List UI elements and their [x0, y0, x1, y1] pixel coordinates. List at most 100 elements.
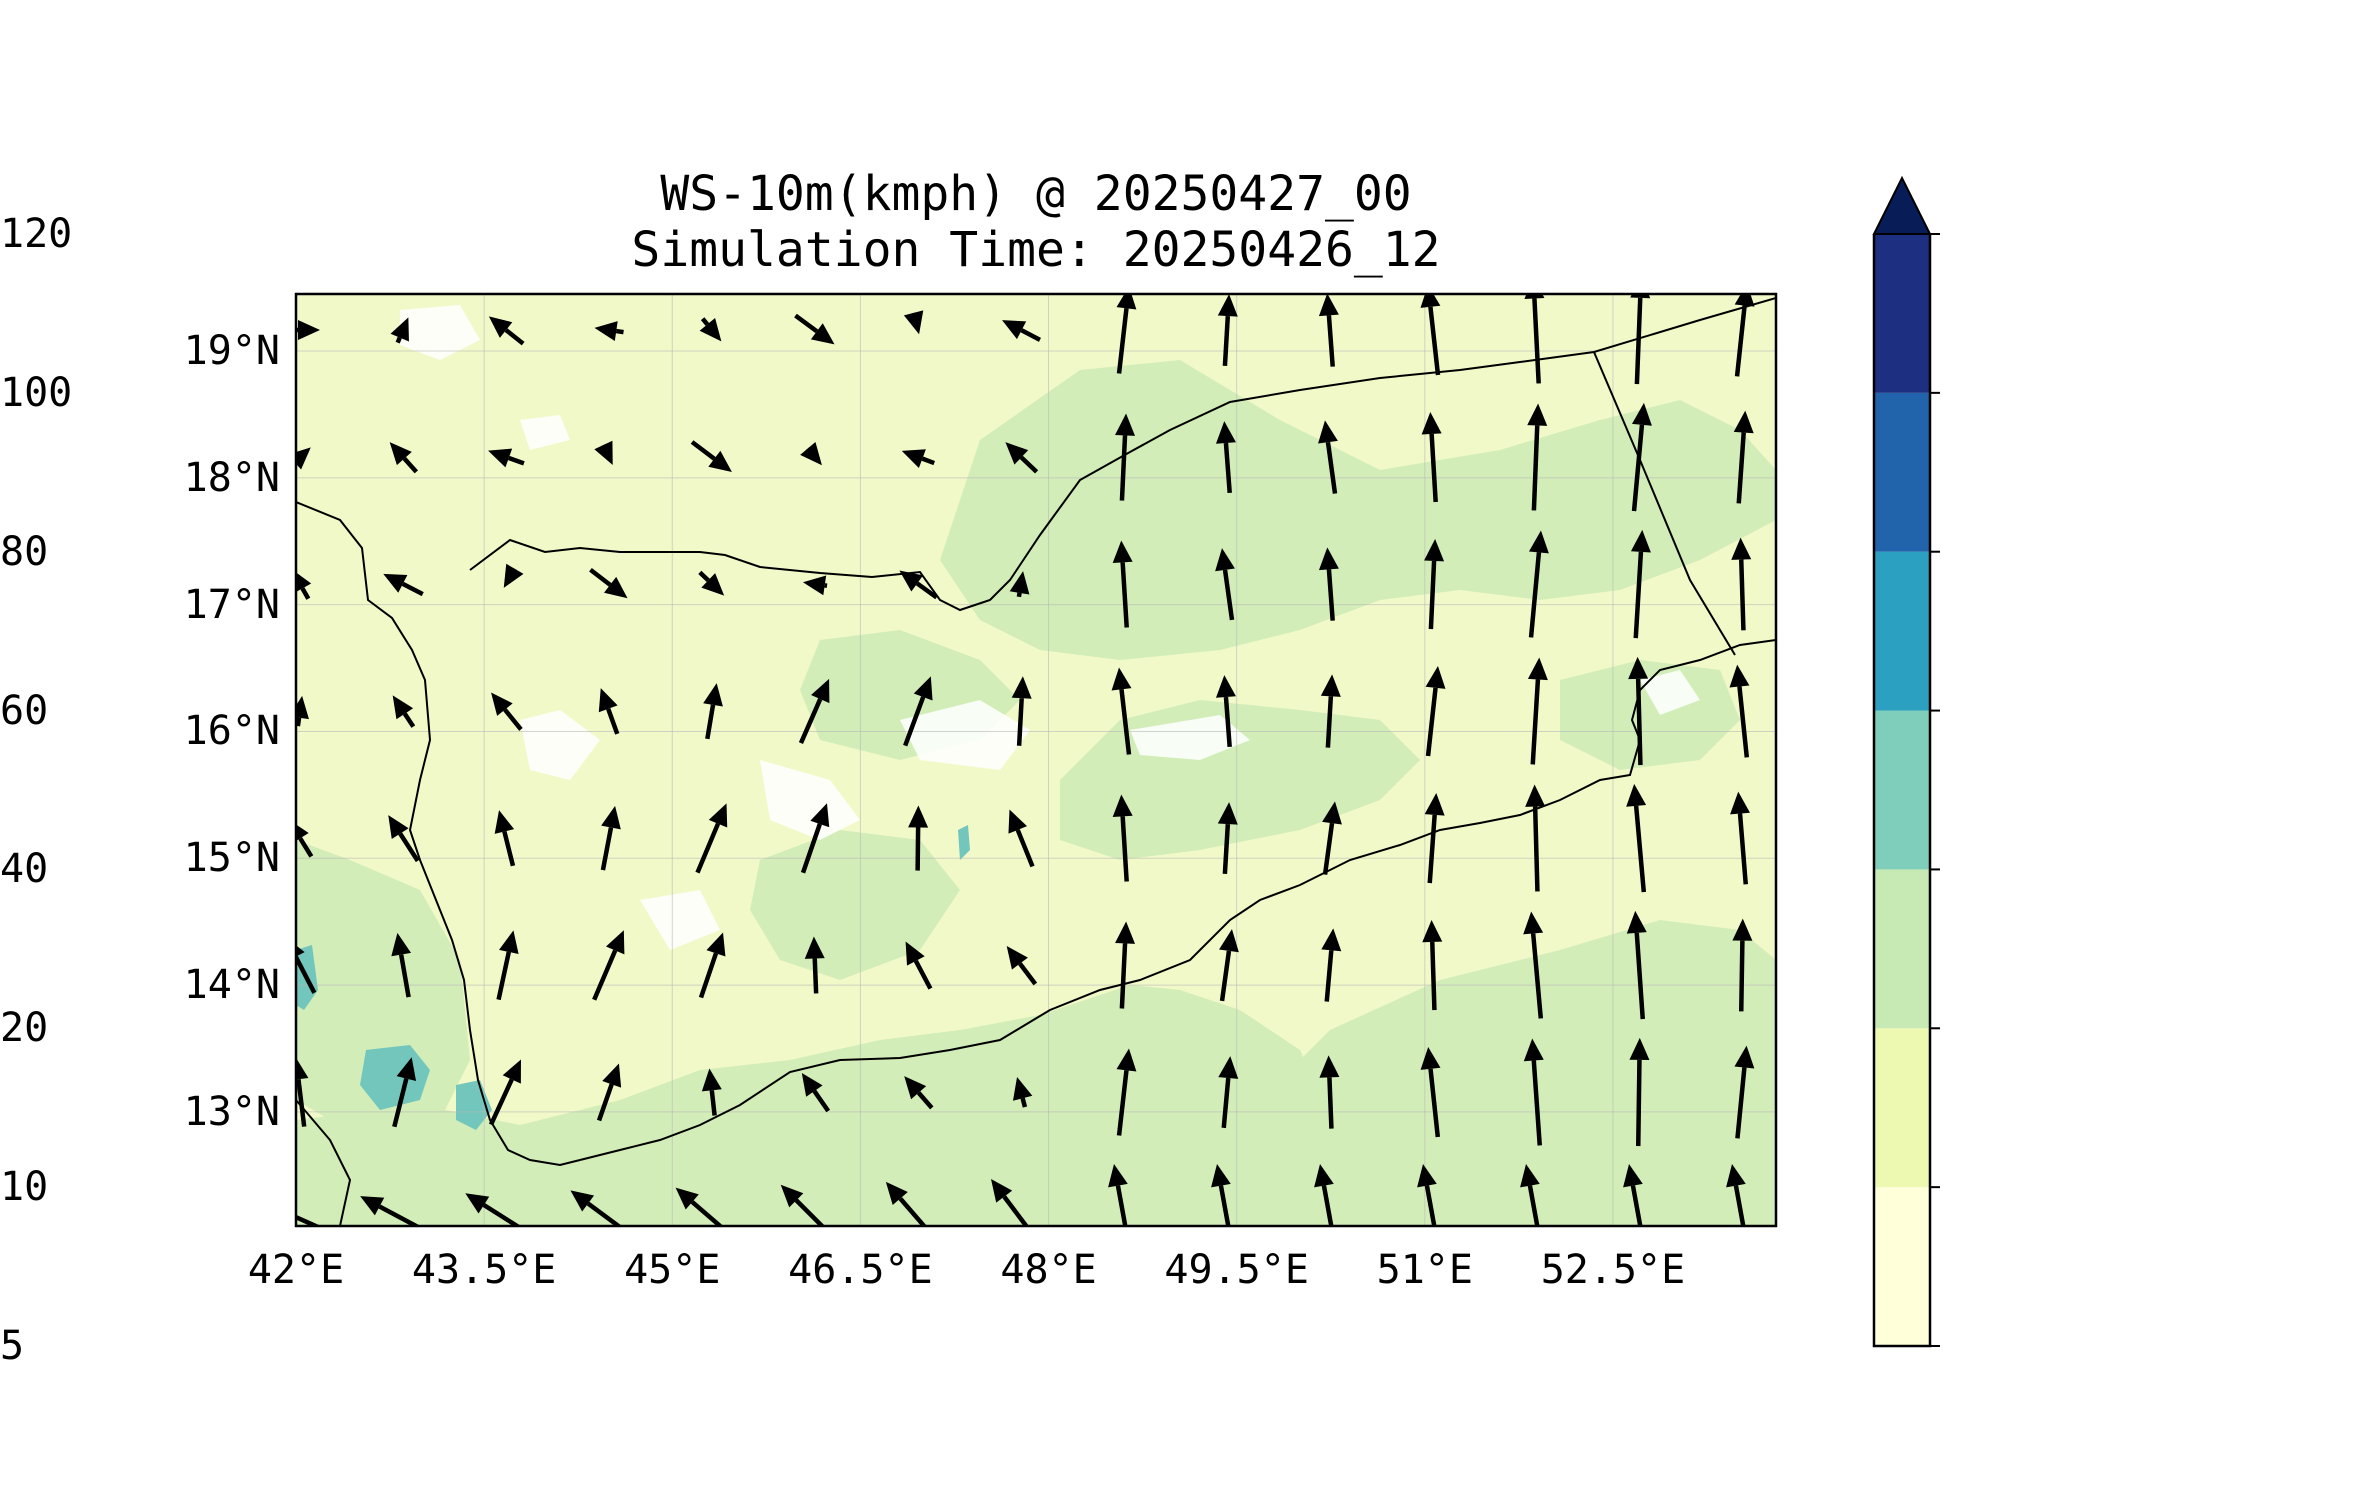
wind-arrow-head — [1417, 1164, 1437, 1188]
wind-arrow-head — [1008, 809, 1028, 834]
wind-arrow-shaft — [588, 1458, 647, 1500]
colorbar-label: 80 — [0, 528, 49, 575]
wind-arrow-head — [810, 803, 830, 828]
wind-arrow-head — [676, 1442, 699, 1464]
wind-arrow-shaft — [398, 832, 420, 863]
wind-arrow-head — [465, 1193, 490, 1214]
wind-arrow-head — [360, 1196, 385, 1216]
wind-arrow-head — [810, 323, 835, 345]
wind-arrow-shaft — [1530, 679, 1541, 765]
wind-arrow-head — [1422, 919, 1443, 943]
wind-arrow-shaft — [503, 708, 523, 731]
wind-arrow-head — [296, 695, 309, 720]
wind-arrow-head — [491, 692, 513, 716]
wind-arrow-head — [388, 815, 409, 840]
wind-arrow-head — [598, 688, 618, 713]
wind-arrow-shaft — [1020, 1097, 1028, 1108]
wind-arrow-head — [800, 441, 822, 466]
colorbar-segment-4 — [1874, 710, 1930, 870]
wind-arrow-head — [708, 803, 728, 828]
wind-arrow-shaft — [606, 708, 620, 735]
coastline-african — [296, 1099, 352, 1226]
wind-arrow-head — [703, 683, 723, 707]
wind-arrow-shaft — [504, 328, 525, 346]
wind-arrow-shaft — [1427, 814, 1437, 884]
wind-arrow-head — [991, 1306, 1012, 1330]
wind-arrow-shaft — [1636, 1059, 1642, 1147]
lat-tick-label: 14°N — [183, 962, 280, 1009]
wind-arrow-shaft — [1739, 940, 1745, 1012]
wind-arrow-shaft — [1120, 816, 1129, 882]
wind-arrow-shaft — [1321, 1185, 1334, 1226]
wind-arrow-head — [1729, 664, 1750, 688]
wind-arrow-shaft — [1324, 1440, 1340, 1500]
wind-arrow-head — [676, 1315, 699, 1337]
wind-arrow-head — [570, 1190, 595, 1212]
wind-arrow-head — [1215, 548, 1235, 572]
wind-arrow-shaft — [812, 958, 819, 994]
wind-arrow-head — [801, 1073, 823, 1097]
colorbar-label: 120 — [0, 211, 73, 257]
wind-arrow-head — [991, 1433, 1012, 1457]
wind-20-40-area-4 — [940, 360, 1776, 660]
wind-below-10-area-4 — [760, 760, 860, 840]
colorbar-label: 20 — [0, 1005, 49, 1052]
wind-40-60-area-2 — [456, 1080, 492, 1130]
wind-arrow-head — [1314, 1418, 1334, 1441]
wind-arrow-shaft — [1324, 950, 1334, 1002]
wind-arrow-shaft — [1424, 1185, 1437, 1226]
wind-arrow-shaft — [1430, 941, 1437, 1011]
wind-arrow-shaft — [1734, 305, 1747, 377]
colorbar-segment-6 — [1874, 392, 1930, 552]
wind-40-60-area-1 — [360, 1045, 430, 1110]
wind-arrow-head — [1116, 1048, 1137, 1072]
wind-arrow-shaft — [300, 587, 311, 600]
wind-arrow-head — [360, 1323, 384, 1342]
wind-20-40-area-1 — [296, 985, 1340, 1226]
wind-arrow-head — [1631, 402, 1652, 426]
wind-arrow-shaft — [615, 328, 624, 335]
wind-arrow-shaft — [1015, 829, 1035, 868]
coastline-red-sea — [296, 501, 581, 1167]
wind-arrow-head — [1211, 1291, 1231, 1314]
wind-arrow-shaft — [296, 1214, 322, 1226]
wind-arrow-head — [1211, 1164, 1231, 1188]
map-title-line-1: WS-10m(kmph) @ 20250427_00 — [660, 166, 1412, 222]
wind-arrow-shaft — [1633, 805, 1647, 893]
wind-arrow-shaft — [903, 696, 926, 747]
wind-arrow-head — [1523, 911, 1544, 935]
wind-arrow-head — [1420, 294, 1441, 308]
wind-arrow-head — [383, 573, 408, 593]
wind-arrow-head — [296, 945, 305, 957]
lat-tick-label: 16°N — [183, 708, 280, 755]
wind-arrow-shaft — [1325, 441, 1338, 494]
wind-arrow-shaft — [1018, 962, 1038, 986]
wind-arrow-head — [1318, 547, 1339, 571]
wind-arrow-head — [601, 805, 621, 830]
wind-arrow-shaft — [600, 827, 614, 871]
wind-arrow-shaft — [1634, 297, 1643, 385]
wind-arrow-shaft — [1531, 425, 1540, 511]
wind-arrow-shaft — [1119, 689, 1132, 755]
wind-arrow-head — [781, 1439, 804, 1462]
wind-arrow-shaft — [1016, 698, 1024, 746]
wind-arrow-head — [1011, 676, 1032, 699]
wind-arrow-shaft — [1119, 435, 1128, 501]
colorbar-extend-triangle — [1872, 175, 1932, 235]
wind-arrow-head — [908, 805, 929, 828]
wind-below-10-area-1 — [400, 305, 480, 360]
wind-arrow-head — [1520, 1418, 1540, 1441]
colorbar-label: 60 — [0, 687, 49, 734]
wind-arrow-head — [1623, 1164, 1643, 1188]
wind-arrow-shaft — [1530, 1313, 1546, 1401]
wind-arrow-shaft — [1633, 551, 1644, 639]
wind-arrow-head — [1417, 1291, 1437, 1314]
wind-arrow-head — [604, 576, 628, 599]
wind-arrow-shaft — [921, 456, 936, 466]
wind-below-10-area-2 — [520, 415, 570, 450]
wind-arrow-head — [1523, 1038, 1544, 1062]
wind-arrow-head — [1112, 540, 1133, 564]
lon-tick-label: 42°E — [247, 1247, 345, 1293]
wind-arrow-head — [298, 320, 320, 340]
wind-arrow-shaft — [1222, 823, 1231, 875]
